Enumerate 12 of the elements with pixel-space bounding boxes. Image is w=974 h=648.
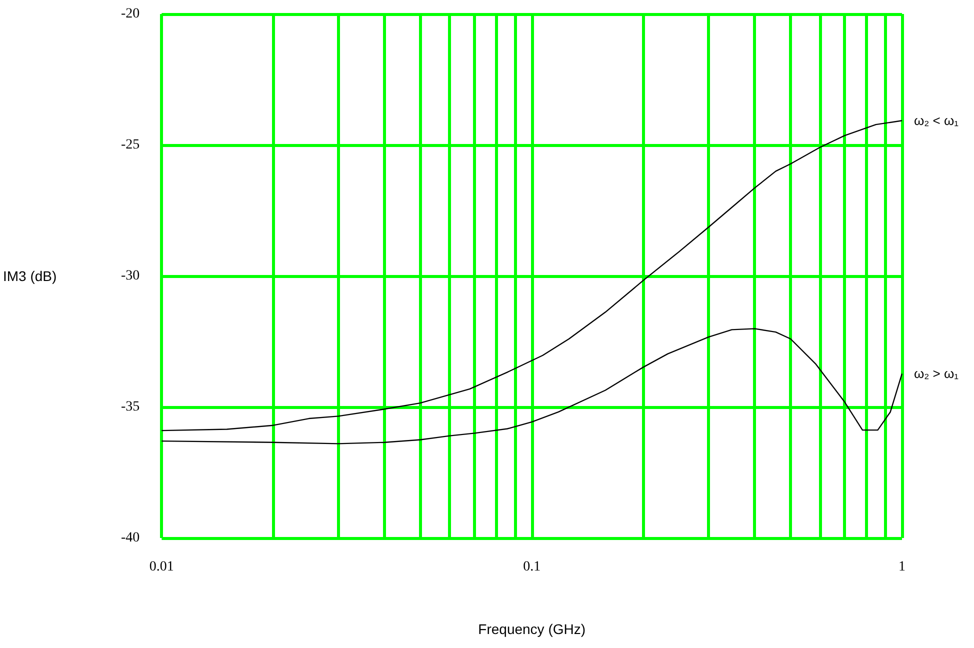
y-axis-title: IM3 (dB)	[2, 268, 57, 284]
y-tick-label: -20	[121, 6, 140, 22]
x-tick-label: 0.1	[523, 560, 541, 574]
x-tick-label: 1	[898, 560, 906, 574]
x-axis-title: Frequency (GHz)	[478, 621, 586, 637]
y-tick-label: -40	[121, 530, 140, 546]
y-tick-label: -30	[121, 268, 140, 284]
y-tick-label: -35	[121, 400, 140, 414]
series-label: ω₂ < ω₁	[914, 113, 960, 128]
series-label: ω₂ > ω₁	[914, 366, 960, 382]
x-tick-label: 0.01	[149, 560, 174, 574]
y-tick-label: -25	[121, 138, 140, 152]
